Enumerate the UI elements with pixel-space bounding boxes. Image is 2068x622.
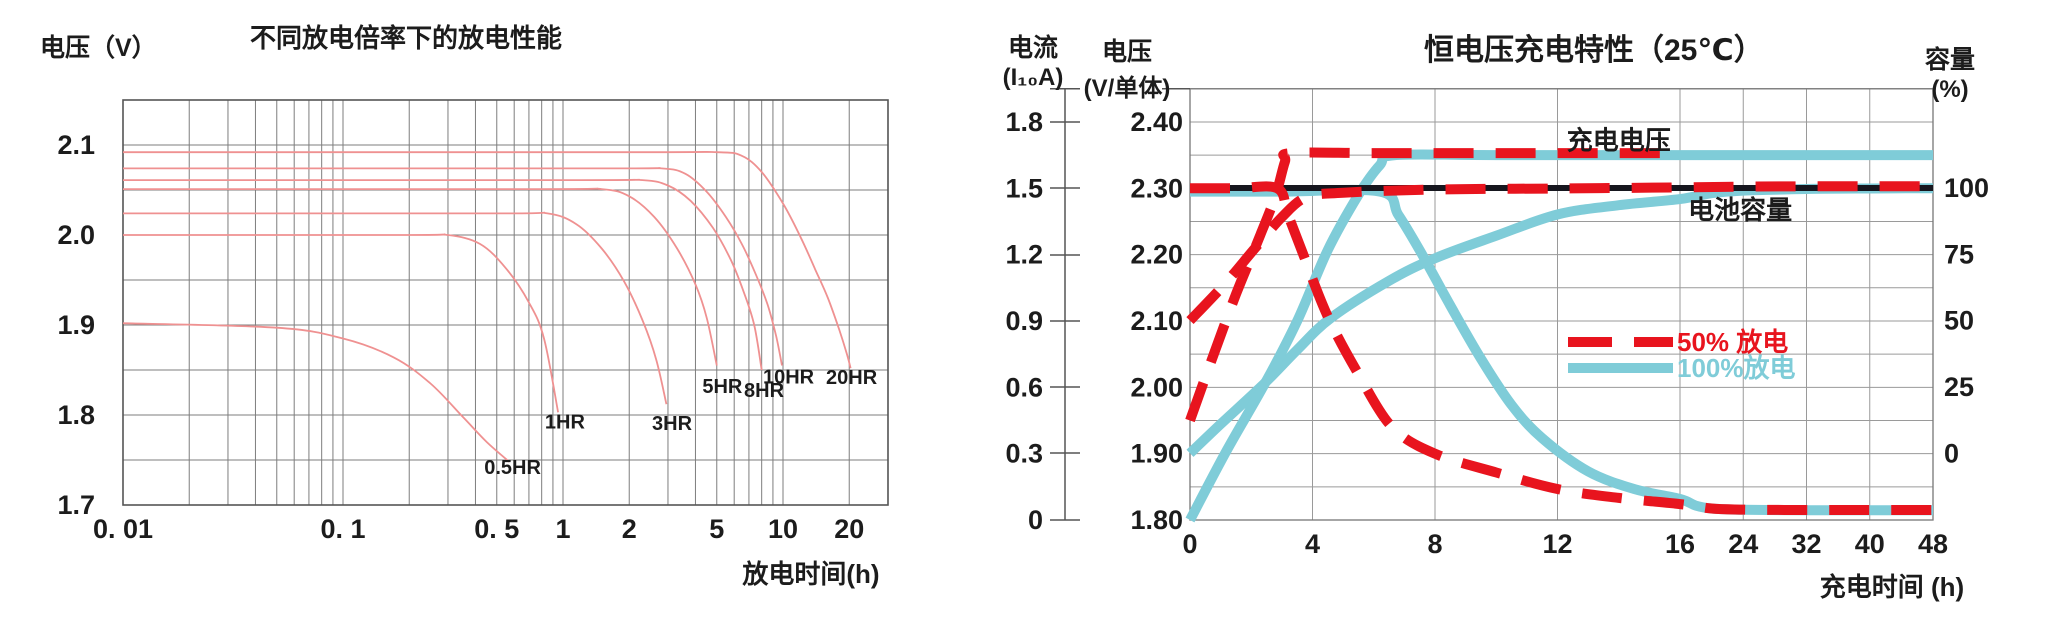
discharge-curve	[123, 211, 668, 405]
right-chart-title: 恒电压充电特性（25℃）	[1424, 34, 1764, 67]
left-x-tick-label: 10	[768, 514, 798, 544]
discharge-curve	[123, 233, 559, 413]
left-x-tick-label: 20	[834, 514, 864, 544]
voltage-tick-label: 1.80	[1130, 505, 1183, 535]
right-x-tick-label: 16	[1665, 529, 1695, 559]
voltage-tick-label: 2.40	[1130, 107, 1183, 137]
right-x-tick-label: 40	[1855, 529, 1885, 559]
left-x-tick-label: 0. 1	[320, 514, 365, 544]
left-x-tick-label: 2	[622, 514, 637, 544]
left-x-tick-label: 5	[709, 514, 724, 544]
right-plot-border	[1189, 88, 1934, 521]
discharge-curve	[122, 178, 763, 371]
discharge-curve-label: 3HR	[652, 413, 693, 435]
discharge-curve	[122, 187, 718, 366]
current-axis-name: 电流	[1007, 34, 1058, 62]
left-x-tick-label: 0. 01	[93, 514, 153, 544]
left-chart-x-axis-label: 放电时间(h)	[742, 559, 880, 589]
right-x-tick-label: 24	[1728, 529, 1758, 559]
capacity-axis-label: 容量 (%)	[1900, 40, 2000, 104]
discharge-curve-label: 20HR	[826, 367, 878, 389]
capacity-tick-label: 25	[1944, 372, 1974, 402]
current-tick-label: 1.5	[1005, 173, 1043, 203]
discharge-curve-label: 8HR	[744, 380, 785, 402]
current-tick-label: 0.9	[1005, 306, 1043, 336]
voltage-tick-label: 2.10	[1130, 306, 1183, 336]
legend-label: 50% 放电	[1677, 327, 1788, 357]
discharge-curve-label: 0.5HR	[484, 457, 541, 479]
current-tick-label: 0.3	[1005, 439, 1043, 469]
right-x-tick-label: 32	[1791, 529, 1821, 559]
discharge-curve-label: 1HR	[545, 411, 586, 433]
legend-label: 100%放电	[1677, 353, 1796, 383]
capacity-tick-label: 75	[1944, 239, 1974, 269]
right-x-tick-label: 8	[1427, 529, 1442, 559]
curve-annotation: 充电电压	[1567, 126, 1671, 156]
left-x-tick-label: 1	[555, 514, 570, 544]
left-y-tick-label: 2.0	[57, 220, 95, 250]
discharge-curve-label: 10HR	[763, 366, 815, 388]
discharge-curve	[122, 151, 852, 369]
capacity-axis-unit: (%)	[1931, 76, 1969, 103]
voltage-tick-label: 2.20	[1130, 240, 1183, 270]
voltage-axis-label: 电压 (V/单体)	[1057, 32, 1197, 103]
capacity-tick-label: 100	[1944, 173, 1989, 203]
charge-voltage-curve	[1185, 147, 1681, 423]
capacity-tick-label: 50	[1944, 306, 1974, 336]
current-tick-label: 1.8	[1005, 107, 1043, 137]
left-chart-title: 不同放电倍率下的放电性能	[250, 23, 563, 53]
left-y-tick-label: 2.1	[57, 130, 95, 160]
left-y-tick-label: 1.7	[57, 490, 95, 520]
left-x-tick-label: 0. 5	[474, 514, 519, 544]
voltage-axis-unit: (V/单体)	[1083, 75, 1171, 102]
discharge-curve	[122, 322, 510, 463]
left-y-tick-label: 1.9	[57, 310, 95, 340]
voltage-tick-label: 1.90	[1130, 439, 1183, 469]
right-x-tick-label: 12	[1542, 529, 1572, 559]
curve-annotation: 电池容量	[1688, 195, 1792, 225]
charge-voltage-curve	[1185, 149, 1933, 523]
current-axis-label: 电流 (I₁₀A)	[973, 28, 1093, 92]
current-tick-label: 0	[1028, 505, 1043, 535]
right-chart-x-axis-label: 充电时间 (h)	[1819, 572, 1965, 602]
left-y-tick-label: 1.8	[57, 400, 95, 430]
right-x-tick-label: 48	[1918, 529, 1948, 559]
left-chart-y-axis-label: 电压（V）	[40, 34, 157, 62]
right-x-tick-label: 4	[1305, 529, 1320, 559]
voltage-tick-label: 2.00	[1130, 372, 1183, 402]
voltage-axis-name: 电压	[1101, 38, 1152, 66]
capacity-tick-label: 0	[1944, 438, 1959, 468]
current-tick-label: 1.2	[1005, 240, 1043, 270]
right-x-tick-label: 0	[1182, 529, 1197, 559]
discharge-curve	[122, 167, 783, 366]
left-plot-border	[122, 99, 889, 506]
current-axis-unit: (I₁₀A)	[1002, 64, 1064, 91]
voltage-tick-label: 2.30	[1130, 173, 1183, 203]
capacity-axis-name: 容量	[1924, 46, 1975, 74]
discharge-curve-label: 5HR	[702, 376, 743, 398]
current-tick-label: 0.6	[1005, 372, 1043, 402]
charge-current-curve	[1190, 181, 1933, 516]
